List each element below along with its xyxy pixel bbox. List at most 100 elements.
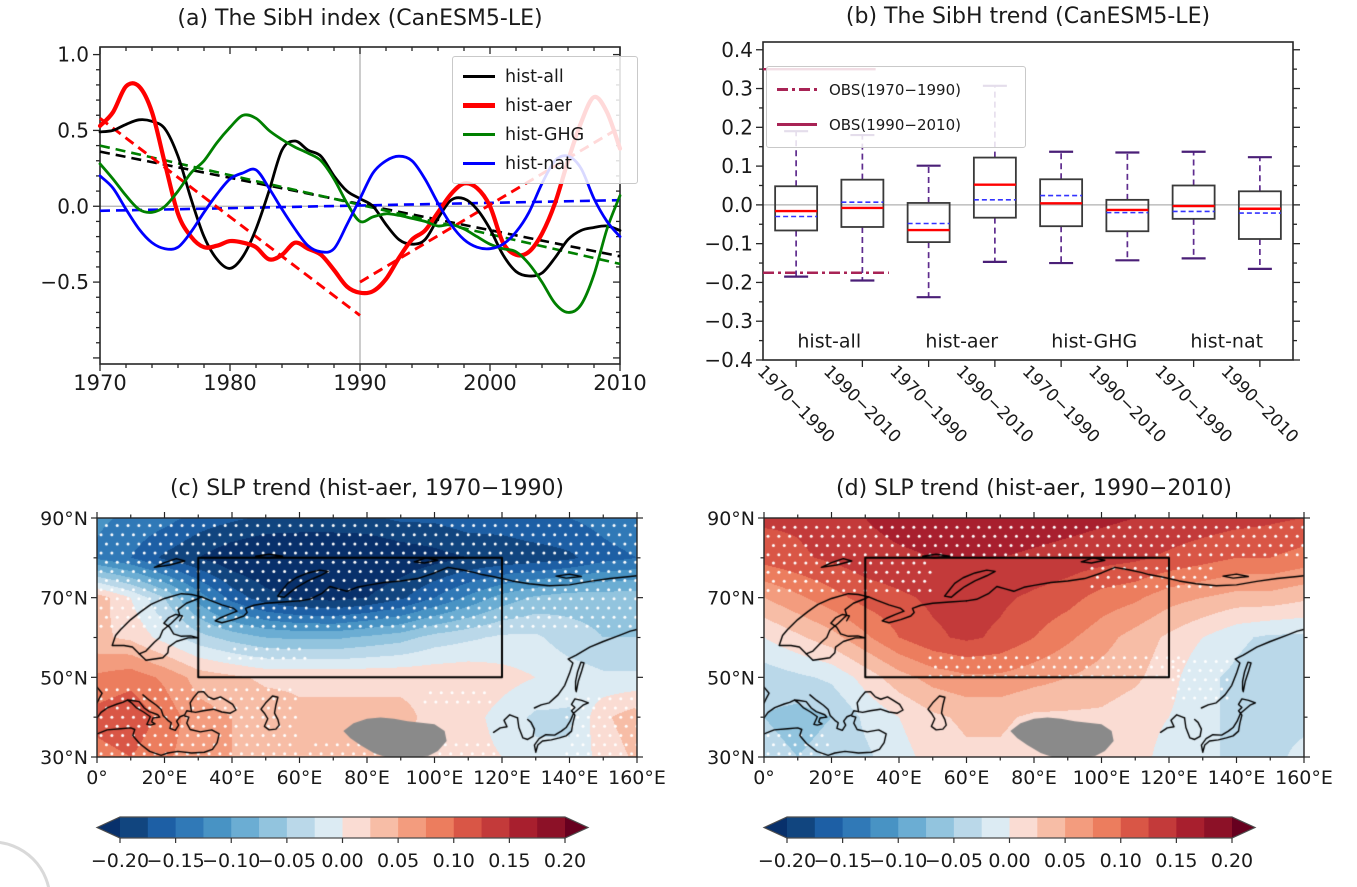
svg-text:0°: 0° (86, 767, 108, 789)
svg-text:0.4: 0.4 (721, 38, 753, 62)
box-hist-nat-7 (1237, 190, 1282, 240)
svg-text:140°E: 140°E (1208, 767, 1266, 789)
group-label-hist-GHG: hist-GHG (1051, 331, 1137, 353)
legend-label: hist-GHG (505, 124, 585, 145)
colorbar-d: −0.20−0.15−0.10−0.05 0.00 0.05 0.10 0.15 0.20 (758, 816, 1257, 872)
svg-text:−0.2: −0.2 (704, 270, 753, 294)
svg-text:−0.20: −0.20 (91, 850, 149, 872)
panel-b-axes: 0.4 0.3 0.2 0.1 0.0 −0.1 −0.2 −0.3 −0.4 (704, 38, 1300, 372)
svg-text:80°E: 80°E (344, 767, 390, 789)
legend-item-hist-all: hist-all (463, 62, 627, 91)
group-label-hist-nat: hist-nat (1190, 331, 1263, 353)
svg-text:60°E: 60°E (277, 767, 323, 789)
svg-text:70°N: 70°N (40, 588, 88, 610)
legend-label: OBS(1970−1990) (829, 80, 961, 99)
box-hist-GHG-5 (1105, 198, 1150, 233)
series-hist-GHG (98, 113, 622, 314)
svg-text:−0.15: −0.15 (814, 850, 872, 872)
svg-text:80°E: 80°E (1011, 767, 1057, 789)
svg-text:90°N: 90°N (40, 508, 88, 530)
obs-dashdot-line-swatch (777, 88, 817, 91)
svg-text:1980: 1980 (203, 371, 256, 395)
svg-text:20°E: 20°E (142, 767, 188, 789)
box-hist-all-0 (774, 185, 819, 232)
hist-nat-line-swatch (463, 162, 495, 165)
svg-text:0.10: 0.10 (1100, 850, 1142, 872)
svg-text:0.2: 0.2 (721, 115, 753, 139)
panel-c-title: (c) SLP trend (hist-aer, 1970−1990) (169, 476, 565, 501)
svg-text:90°N: 90°N (707, 508, 755, 530)
map-c-field (97, 518, 637, 757)
panel-d-title: (d) SLP trend (hist-aer, 1990−2010) (836, 476, 1232, 501)
svg-text:100°E: 100°E (406, 767, 464, 789)
svg-text:0.20: 0.20 (544, 850, 586, 872)
svg-text:0.05: 0.05 (377, 850, 419, 872)
svg-text:160°E: 160°E (1275, 767, 1333, 789)
svg-text:120°E: 120°E (1140, 767, 1198, 789)
svg-text:0.15: 0.15 (488, 850, 530, 872)
hist-ghg-line-swatch (463, 133, 495, 136)
legend-item-obs-1970-1990: OBS(1970−1990) (777, 72, 1015, 107)
svg-text:0.00: 0.00 (321, 850, 363, 872)
svg-text:40°E: 40°E (876, 767, 922, 789)
svg-text:−0.4: −0.4 (704, 348, 753, 372)
legend-label: hist-all (505, 66, 564, 87)
svg-text:160°E: 160°E (608, 767, 666, 789)
svg-text:1970: 1970 (73, 371, 126, 395)
svg-text:60°E: 60°E (944, 767, 990, 789)
panel-a-series (97, 81, 623, 314)
svg-text:0.05: 0.05 (1044, 850, 1086, 872)
series-hist-nat (98, 154, 622, 254)
map-c-axes: 0° 20°E 40°E 60°E 80°E 100°E 120°E 140°E 160°E 90… (40, 508, 666, 789)
group-label-hist-aer: hist-aer (925, 331, 998, 353)
svg-text:−0.05: −0.05 (258, 850, 316, 872)
svg-text:−0.05: −0.05 (925, 850, 983, 872)
svg-text:0.00: 0.00 (988, 850, 1030, 872)
svg-text:0.0: 0.0 (57, 194, 89, 218)
svg-text:30°N: 30°N (40, 747, 88, 769)
svg-text:0.15: 0.15 (1155, 850, 1197, 872)
box-hist-aer-3 (972, 156, 1017, 219)
panel-a-legend: hist-all hist-aer hist-GHG hist-nat (452, 56, 638, 184)
panel-b-tick-labels: 1970−19901990−20101970−19901990−20101970… (753, 331, 1302, 448)
hist-all-line-swatch (463, 75, 495, 78)
svg-text:2010: 2010 (593, 371, 646, 395)
svg-text:1.0: 1.0 (57, 43, 89, 67)
map-d-field (764, 518, 1304, 757)
svg-text:0.3: 0.3 (721, 77, 753, 101)
legend-label: hist-aer (505, 95, 572, 116)
svg-text:70°N: 70°N (707, 588, 755, 610)
svg-text:40°E: 40°E (209, 767, 255, 789)
panel-b-legend: OBS(1970−1990) OBS(1990−2010) (766, 66, 1026, 148)
svg-text:30°N: 30°N (707, 747, 755, 769)
legend-label: OBS(1990−2010) (829, 115, 961, 134)
legend-item-hist-GHG: hist-GHG (463, 120, 627, 149)
svg-text:−0.5: −0.5 (40, 270, 89, 294)
svg-text:−0.10: −0.10 (869, 850, 927, 872)
panel-a-axes: 1970 1980 1990 2000 2010 1.0 0.5 0.0 −0.5 (40, 43, 646, 395)
svg-text:0.0: 0.0 (721, 193, 753, 217)
series-hist-aer (97, 81, 623, 296)
group-label-hist-all: hist-all (797, 331, 861, 353)
svg-text:0.5: 0.5 (57, 118, 89, 142)
svg-text:0.1: 0.1 (721, 154, 753, 178)
svg-text:−0.3: −0.3 (704, 309, 753, 333)
colorbar-c: −0.20−0.15−0.10−0.05 0.00 0.05 0.10 0.15 0.20 (91, 816, 590, 872)
svg-text:100°E: 100°E (1073, 767, 1131, 789)
legend-item-hist-aer: hist-aer (463, 91, 627, 120)
svg-text:120°E: 120°E (473, 767, 531, 789)
panel-a-title: (a) The SibH index (CanESM5-LE) (177, 6, 543, 31)
box-hist-aer-2 (906, 202, 951, 244)
svg-text:−0.15: −0.15 (147, 850, 205, 872)
legend-item-hist-nat: hist-nat (463, 149, 627, 178)
box-hist-nat-6 (1171, 184, 1216, 220)
box-hist-all-1 (840, 178, 885, 228)
obs-solid-line-swatch (777, 123, 817, 126)
legend-item-obs-1990-2010: OBS(1990−2010) (777, 107, 1015, 142)
svg-text:1990: 1990 (333, 371, 386, 395)
svg-text:50°N: 50°N (40, 667, 88, 689)
map-d-axes: 0° 20°E 40°E 60°E 80°E 100°E 120°E 140°E 160°E 90… (707, 508, 1333, 789)
svg-text:−0.10: −0.10 (202, 850, 260, 872)
